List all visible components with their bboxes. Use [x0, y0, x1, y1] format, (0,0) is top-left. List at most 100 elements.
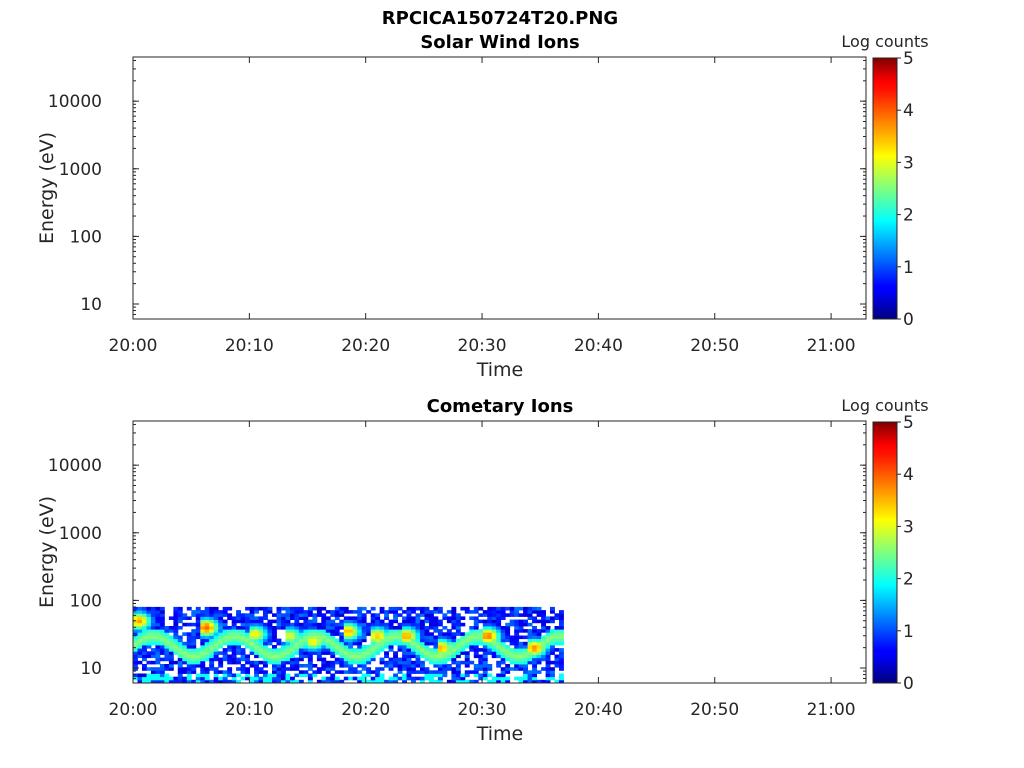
heatmap-cell [393, 626, 398, 630]
heatmap-cell [446, 638, 452, 643]
heatmap-cell [532, 679, 537, 684]
heatmap-cell [411, 619, 416, 624]
heatmap-cell [155, 638, 161, 643]
heatmap-cell [496, 629, 502, 633]
heatmap-cell [249, 635, 255, 640]
heatmap-cell [343, 616, 349, 620]
heatmap-cell [393, 606, 398, 611]
heatmap-cell [384, 651, 389, 655]
heatmap-cell [200, 619, 206, 624]
heatmap-cell [137, 616, 143, 620]
heatmap-cell [321, 613, 327, 617]
heatmap-cell [182, 679, 188, 684]
heatmap-cell [550, 648, 555, 652]
heatmap-cell [532, 667, 537, 671]
heatmap-cell [142, 645, 147, 649]
heatmap-cell [509, 622, 515, 627]
x-tick-label: 20:30 [458, 700, 507, 720]
heatmap-cell [267, 635, 273, 640]
heatmap-cell [263, 638, 268, 643]
heatmap-cell [550, 645, 555, 649]
heatmap-cell [442, 635, 448, 640]
heatmap-cell [451, 606, 457, 611]
heatmap-cell [146, 606, 152, 611]
heatmap-cell [186, 641, 192, 646]
heatmap-cell [339, 648, 345, 652]
heatmap-cell [173, 619, 179, 624]
heatmap-cell [491, 619, 497, 624]
heatmap-cell [227, 638, 233, 643]
heatmap-cell [240, 676, 246, 681]
heatmap-cell [272, 673, 277, 678]
heatmap-cell [424, 676, 430, 681]
heatmap-cell [357, 622, 363, 627]
heatmap-cell [298, 670, 304, 674]
heatmap-cell [469, 616, 475, 620]
heatmap-cell [487, 610, 493, 614]
heatmap-cell [267, 632, 273, 636]
heatmap-cell [316, 654, 322, 659]
heatmap-cell [263, 673, 268, 678]
heatmap-cell [437, 635, 443, 640]
heatmap-cell [204, 648, 210, 652]
heatmap-cell [177, 626, 183, 630]
heatmap-cell [276, 673, 282, 678]
heatmap-cell [312, 638, 318, 643]
heatmap-cell [240, 619, 246, 624]
heatmap-cell [339, 679, 345, 684]
heatmap-cell [406, 629, 412, 633]
heatmap-cell [402, 667, 407, 671]
heatmap-cell [509, 641, 515, 646]
heatmap-cell [420, 635, 425, 640]
heatmap-cell [545, 616, 551, 620]
heatmap-cell [254, 654, 259, 659]
heatmap-cell [159, 657, 165, 662]
heatmap-cell [433, 654, 439, 659]
heatmap-cell [554, 626, 560, 630]
colorbar [872, 57, 898, 320]
heatmap-cell [379, 648, 385, 652]
heatmap-cell [142, 629, 147, 633]
heatmap-cell [357, 657, 363, 662]
heatmap-cell [451, 676, 457, 681]
heatmap-cell [361, 679, 367, 684]
x-tick-label: 21:00 [807, 336, 856, 356]
heatmap-cell [505, 648, 511, 652]
heatmap-cell [281, 626, 286, 630]
heatmap-cell [397, 622, 403, 627]
heatmap-cell [263, 660, 268, 665]
heatmap-cell [307, 654, 313, 659]
heatmap-cell [518, 679, 524, 684]
heatmap-cell [222, 610, 228, 614]
heatmap-cell [316, 648, 322, 652]
heatmap-cell [343, 660, 349, 665]
heatmap-cell [514, 635, 520, 640]
heatmap-cell [204, 645, 210, 649]
heatmap-cell [473, 670, 479, 674]
x-tick-label: 20:40 [574, 700, 623, 720]
heatmap-cell [254, 616, 259, 620]
heatmap-cell [133, 664, 138, 668]
heatmap-cell [433, 616, 439, 620]
heatmap-cell [496, 651, 502, 655]
heatmap-cell [137, 606, 143, 611]
heatmap-cell [518, 606, 524, 611]
heatmap-cell [281, 660, 286, 665]
heatmap-cell [559, 654, 564, 659]
heatmap-cell [285, 610, 291, 614]
heatmap-cell [254, 629, 259, 633]
heatmap-cell [375, 616, 381, 620]
heatmap-cell [191, 635, 197, 640]
heatmap-cell [482, 622, 488, 627]
colorbar-tick-label: 5 [903, 49, 914, 69]
heatmap-cell [303, 610, 309, 614]
heatmap-cell [505, 613, 511, 617]
heatmap-cell [433, 619, 439, 624]
heatmap-cell [150, 651, 156, 655]
heatmap-cell [402, 657, 407, 662]
heatmap-cell [550, 676, 555, 681]
heatmap-cell [150, 613, 156, 617]
heatmap-cell [473, 651, 479, 655]
heatmap-cell [209, 657, 215, 662]
heatmap-cell [523, 641, 528, 646]
